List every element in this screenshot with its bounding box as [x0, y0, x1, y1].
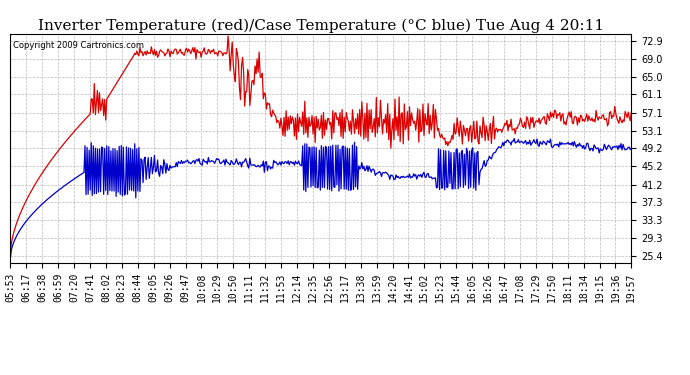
Title: Inverter Temperature (red)/Case Temperature (°C blue) Tue Aug 4 20:11: Inverter Temperature (red)/Case Temperat…: [38, 18, 604, 33]
Text: Copyright 2009 Cartronics.com: Copyright 2009 Cartronics.com: [14, 40, 144, 50]
